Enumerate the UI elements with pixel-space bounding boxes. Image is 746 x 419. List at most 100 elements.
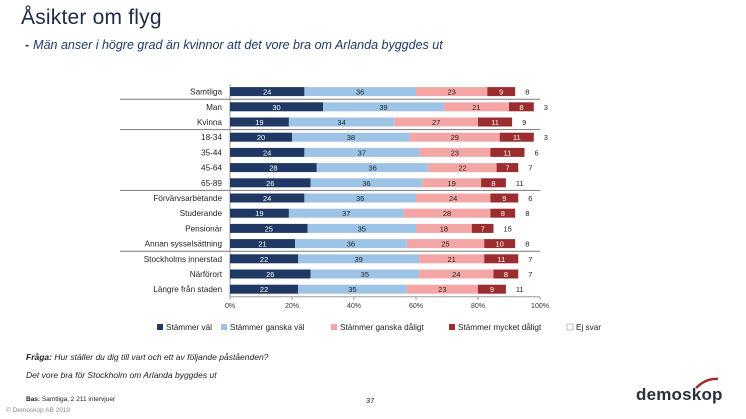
x-tick-label: 80%	[471, 303, 485, 310]
bar-stämmer-ganska-dåligt	[406, 239, 485, 249]
legend-label: Stämmer mycket dåligt	[458, 322, 542, 332]
data-label: 34	[337, 118, 345, 127]
bar-stämmer-ganska-väl	[288, 208, 404, 218]
bar-stämmer-mycket-dåligt	[478, 284, 506, 294]
bar-stämmer-väl	[230, 87, 305, 97]
subtitle-dash: -	[25, 38, 30, 52]
bar-stämmer-ganska-dåligt	[443, 102, 509, 112]
bar-stämmer-mycket-dåligt	[481, 178, 506, 188]
bar-stämmer-ganska-väl	[323, 102, 444, 112]
legend-swatch	[157, 324, 163, 330]
page-number: 37	[366, 396, 375, 405]
category-label: 45-64	[201, 164, 222, 173]
bar-stämmer-ganska-dåligt	[416, 87, 488, 97]
subtitle-text: Män anser i högre grad än kvinnor att de…	[33, 38, 443, 52]
bar-stämmer-ganska-dåligt	[394, 117, 478, 127]
category-label: Pensionär	[185, 224, 222, 233]
data-label: 26	[266, 270, 274, 279]
category-label: 65-89	[201, 179, 222, 188]
category-label: Studerande	[180, 209, 223, 218]
bar-stämmer-mycket-dåligt	[493, 269, 519, 279]
bar-stämmer-väl	[230, 117, 289, 127]
base-label: Bas:	[26, 396, 41, 403]
data-label: 28	[443, 209, 451, 218]
data-label: 28	[269, 164, 277, 173]
bar-stämmer-ganska-dåligt	[409, 132, 500, 142]
category-label: 18-34	[201, 133, 222, 142]
category-label: Förvärvsarbetande	[153, 194, 222, 203]
data-label: 9	[522, 118, 526, 127]
data-label: 11	[516, 285, 524, 294]
bar-stämmer-ganska-väl	[310, 178, 423, 188]
data-label: 18	[440, 224, 448, 233]
category-label: Kvinna	[197, 118, 222, 127]
data-label: 35	[358, 224, 366, 233]
bar-stämmer-ganska-väl	[304, 147, 420, 157]
data-label: 8	[525, 209, 529, 218]
data-label: 38	[347, 133, 355, 142]
data-label: 24	[263, 148, 271, 157]
bar-stämmer-väl	[230, 239, 296, 249]
bar-stämmer-mycket-dåligt	[490, 193, 519, 203]
base-body: Samtliga, 2 211 intervjuer	[41, 396, 116, 403]
data-label: 8	[519, 103, 523, 112]
data-label: 25	[265, 224, 273, 233]
demoskop-logo: demoskop	[636, 385, 723, 404]
data-label: 36	[368, 164, 376, 173]
data-label: 19	[447, 179, 455, 188]
bar-stämmer-ganska-dåligt	[403, 208, 491, 218]
bar-stämmer-ganska-dåligt	[406, 284, 478, 294]
question-text: Fråga: Hur ställer du dig till vart och …	[26, 352, 268, 362]
bar-stämmer-ganska-väl	[298, 254, 420, 264]
bar-stämmer-ganska-väl	[292, 132, 410, 142]
data-label: 36	[356, 194, 364, 203]
data-label: 7	[528, 164, 532, 173]
x-tick-label: 0%	[225, 303, 235, 310]
data-label: 36	[362, 179, 370, 188]
category-label: 35-44	[201, 148, 222, 157]
data-label: 35	[348, 285, 356, 294]
legend-label: Stämmer ganska dåligt	[340, 322, 424, 332]
data-label: 9	[499, 88, 503, 97]
data-label: 37	[358, 148, 366, 157]
copyright: © Demoskop AB 2019	[6, 407, 71, 414]
data-label: 39	[379, 103, 387, 112]
bar-stämmer-mycket-dåligt	[490, 147, 525, 157]
data-label: 6	[528, 194, 532, 203]
statement-text: Det vore bra för Stockholm om Arlanda by…	[26, 370, 217, 380]
data-label: 10	[496, 240, 504, 249]
category-label: Närförort	[190, 270, 223, 279]
data-label: 19	[255, 209, 263, 218]
data-label: 15	[504, 224, 512, 233]
x-tick-label: 60%	[409, 303, 423, 310]
bar-stämmer-ganska-dåligt	[428, 163, 497, 173]
data-label: 26	[266, 179, 274, 188]
category-label: Annan sysselsättning	[145, 240, 223, 249]
data-label: 7	[528, 270, 532, 279]
category-label: Samtliga	[190, 88, 222, 97]
bar-stämmer-mycket-dåligt	[509, 102, 534, 112]
bar-stämmer-mycket-dåligt	[478, 117, 513, 127]
legend-swatch	[221, 324, 227, 330]
bar-stämmer-väl	[230, 269, 311, 279]
legend-label: Ej svar	[576, 323, 601, 332]
data-label: 8	[491, 179, 495, 188]
data-label: 11	[491, 118, 499, 127]
category-label: Man	[206, 103, 222, 112]
bar-stämmer-ganska-dåligt	[419, 147, 491, 157]
bar-stämmer-väl	[230, 102, 323, 112]
bar-stämmer-mycket-dåligt	[496, 163, 519, 173]
bar-stämmer-väl	[230, 178, 311, 188]
bar-stämmer-mycket-dåligt	[490, 208, 516, 218]
x-tick-label: 100%	[531, 303, 549, 310]
bar-stämmer-ganska-väl	[304, 193, 416, 203]
bar-stämmer-väl	[230, 132, 292, 142]
data-label: 3	[544, 103, 548, 112]
data-label: 11	[497, 255, 505, 264]
bar-stämmer-mycket-dåligt	[484, 239, 516, 249]
data-label: 23	[451, 148, 459, 157]
data-label: 11	[513, 133, 521, 142]
data-label: 30	[272, 103, 280, 112]
data-label: 8	[525, 88, 529, 97]
data-label: 21	[472, 103, 480, 112]
